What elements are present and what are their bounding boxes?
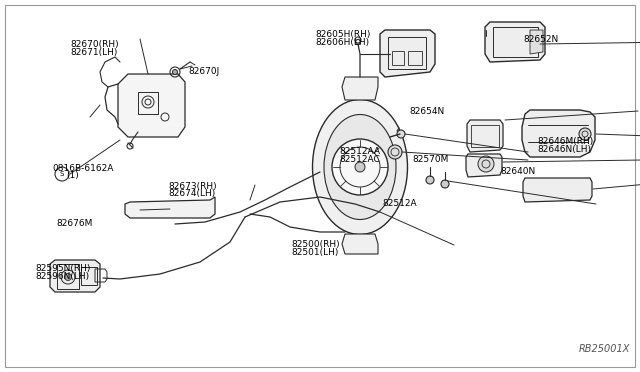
Text: 82512AC: 82512AC [339,155,380,164]
Text: 82570M: 82570M [413,155,449,164]
Polygon shape [118,74,185,137]
Text: 82640N: 82640N [500,167,536,176]
Polygon shape [466,154,502,177]
Text: 82670J: 82670J [189,67,220,76]
Circle shape [441,180,449,188]
Text: 82674(LH): 82674(LH) [168,189,216,198]
Text: 82512AA: 82512AA [339,147,380,156]
Text: 82500(RH): 82500(RH) [292,240,340,249]
Text: (1): (1) [66,171,79,180]
Text: 82512A: 82512A [383,199,417,208]
Text: 82605H(RH): 82605H(RH) [315,30,371,39]
Text: 82671(LH): 82671(LH) [70,48,118,57]
Bar [471,125,499,147]
Polygon shape [467,120,503,152]
Text: 82501(LH): 82501(LH) [292,248,339,257]
Text: 82646M(RH): 82646M(RH) [538,137,594,146]
Text: 82606H(LH): 82606H(LH) [315,38,369,47]
Bar [138,92,158,114]
Bar [493,27,538,57]
Ellipse shape [324,115,396,219]
Text: 82652N: 82652N [524,35,559,44]
Bar [388,37,426,69]
Text: 82654N: 82654N [410,107,445,116]
Text: 82670(RH): 82670(RH) [70,40,119,49]
Circle shape [478,156,494,172]
Polygon shape [530,30,543,54]
Circle shape [579,128,591,140]
Circle shape [355,162,365,172]
Bar [392,51,404,65]
Circle shape [426,176,434,184]
Circle shape [332,139,388,195]
Polygon shape [380,30,435,77]
Text: 0816B-6162A: 0816B-6162A [52,164,114,173]
Ellipse shape [312,99,408,234]
Text: 82595N(RH): 82595N(RH) [35,264,91,273]
Bar [81,267,97,285]
Polygon shape [523,178,592,202]
Circle shape [173,70,177,74]
Text: 82673(RH): 82673(RH) [168,182,217,190]
Text: 82676M: 82676M [56,219,93,228]
Polygon shape [485,22,545,62]
Text: 82646N(LH): 82646N(LH) [538,145,591,154]
Polygon shape [342,77,378,100]
Polygon shape [125,197,215,218]
Bar [57,264,79,289]
Polygon shape [50,260,100,292]
Text: S: S [60,171,64,177]
Circle shape [65,273,72,280]
Polygon shape [522,110,595,157]
Text: 82596N(LH): 82596N(LH) [35,272,90,280]
Circle shape [388,145,402,159]
Polygon shape [342,234,378,254]
Bar [408,51,422,65]
Text: RB25001X: RB25001X [579,344,630,354]
Circle shape [397,130,405,138]
